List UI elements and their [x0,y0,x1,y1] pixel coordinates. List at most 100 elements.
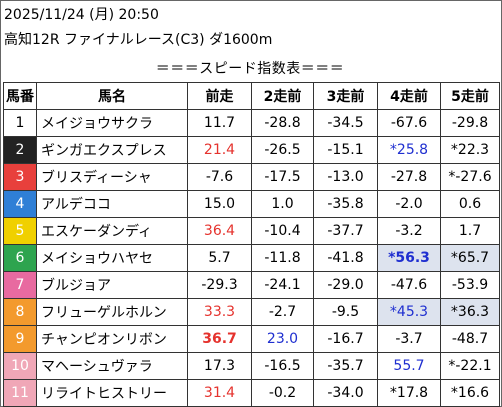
index-cell: -7.6 [187,163,252,191]
table-row: 4 アルデココ 15.0 1.0 -35.8 -2.0 0.6 [3,190,500,218]
index-cell: -47.6 [377,271,441,299]
table-row: 5 エスケーダンディ 36.4 -10.4 -37.7 -3.2 1.7 [3,217,500,245]
index-cell: *45.3 [377,298,441,326]
horse-name: ブルジョア [36,271,188,299]
index-cell: *-22.1 [440,352,500,380]
horse-number: 3 [3,163,37,191]
horse-name: マヘーシュヴァラ [36,352,188,380]
table-row: 6 メイショウハヤセ 5.7 -11.8 -41.8 *56.3 *65.7 [3,244,500,272]
index-cell: -37.7 [313,217,378,245]
index-cell: -3.7 [377,325,441,353]
table-row: 2 ギンガエクスプレス 21.4 -26.5 -15.1 *25.8 *22.3 [3,136,500,164]
race-datetime: 2025/11/24 (月) 20:50 [4,7,159,23]
col-header-horse-name: 馬名 [36,82,188,110]
horse-name: メイショウハヤセ [36,244,188,272]
table-row: 8 フリューゲルホルン 33.3 -2.7 -9.5 *45.3 *36.3 [3,298,500,326]
index-cell: -2.7 [251,298,314,326]
index-cell: -13.0 [313,163,378,191]
index-cell: 0.6 [440,190,500,218]
table-row: 3 ブリスディーシャ -7.6 -17.5 -13.0 -27.8 *-27.6 [3,163,500,191]
horse-name: リライトヒストリー [36,379,188,407]
index-cell: -41.8 [313,244,378,272]
index-cell: 23.0 [251,325,314,353]
col-header-last-race: 前走 [187,82,252,110]
col-header-2-races-ago: 2走前 [251,82,314,110]
index-cell: *25.8 [377,136,441,164]
index-cell: 36.7 [187,325,252,353]
index-cell: 36.4 [187,217,252,245]
index-cell: -3.2 [377,217,441,245]
index-cell: -9.5 [313,298,378,326]
index-cell: *65.7 [440,244,500,272]
horse-number: 4 [3,190,37,218]
index-cell: -0.2 [251,379,314,407]
index-cell: 55.7 [377,352,441,380]
horse-name: ブリスディーシャ [36,163,188,191]
horse-number: 1 [3,109,37,137]
index-cell: 33.3 [187,298,252,326]
index-cell: -17.5 [251,163,314,191]
index-cell: *-27.6 [440,163,500,191]
table-header-row: 馬番 馬名 前走 2走前 3走前 4走前 5走前 [3,82,500,110]
col-header-3-races-ago: 3走前 [313,82,378,110]
horse-name: チャンピオンリボン [36,325,188,353]
speed-index-table: 馬番 馬名 前走 2走前 3走前 4走前 5走前 1 メイジョウサクラ 11.7… [3,82,500,407]
horse-name: メイジョウサクラ [36,109,188,137]
index-cell: 31.4 [187,379,252,407]
horse-name: フリューゲルホルン [36,298,188,326]
index-cell: -34.5 [313,109,378,137]
table-row: 1 メイジョウサクラ 11.7 -28.8 -34.5 -67.6 -29.8 [3,109,500,137]
col-header-number: 馬番 [3,82,37,110]
horse-number: 7 [3,271,37,299]
index-cell: *36.3 [440,298,500,326]
horse-name: ギンガエクスプレス [36,136,188,164]
horse-number: 11 [3,379,37,407]
index-cell: 5.7 [187,244,252,272]
index-cell: -29.3 [187,271,252,299]
horse-name: エスケーダンディ [36,217,188,245]
table-row: 9 チャンピオンリボン 36.7 23.0 -16.7 -3.7 -48.7 [3,325,500,353]
index-cell: -48.7 [440,325,500,353]
index-cell: -24.1 [251,271,314,299]
horse-number: 5 [3,217,37,245]
horse-name: アルデココ [36,190,188,218]
speed-index-title: ＝＝＝スピード指数表＝＝＝ [155,61,345,77]
index-cell: -26.5 [251,136,314,164]
table-row: 7 ブルジョア -29.3 -24.1 -29.0 -47.6 -53.9 [3,271,500,299]
index-cell: -29.8 [440,109,500,137]
horse-number: 10 [3,352,37,380]
horse-number: 2 [3,136,37,164]
horse-number: 9 [3,325,37,353]
index-cell: -34.0 [313,379,378,407]
index-cell: 1.7 [440,217,500,245]
table-row: 10 マヘーシュヴァラ 17.3 -16.5 -35.7 55.7 *-22.1 [3,352,500,380]
index-cell: 15.0 [187,190,252,218]
index-cell: *16.6 [440,379,500,407]
index-cell: 21.4 [187,136,252,164]
index-cell: -2.0 [377,190,441,218]
index-cell: -16.7 [313,325,378,353]
race-title: 高知12R ファイナルレース(C3) ダ1600m [4,32,273,48]
index-cell: 17.3 [187,352,252,380]
table-row: 11 リライトヒストリー 31.4 -0.2 -34.0 *17.8 *16.6 [3,379,500,407]
horse-number: 8 [3,298,37,326]
index-cell: -16.5 [251,352,314,380]
index-cell: 1.0 [251,190,314,218]
col-header-5-races-ago: 5走前 [440,82,500,110]
index-cell: -15.1 [313,136,378,164]
index-cell: 11.7 [187,109,252,137]
index-cell: *22.3 [440,136,500,164]
index-cell: -53.9 [440,271,500,299]
index-cell: -27.8 [377,163,441,191]
index-cell: *17.8 [377,379,441,407]
index-cell: -10.4 [251,217,314,245]
index-cell: *56.3 [377,244,441,272]
index-cell: -29.0 [313,271,378,299]
index-cell: -67.6 [377,109,441,137]
index-cell: -35.7 [313,352,378,380]
index-cell: -28.8 [251,109,314,137]
index-cell: -35.8 [313,190,378,218]
index-cell: -11.8 [251,244,314,272]
col-header-4-races-ago: 4走前 [377,82,441,110]
horse-number: 6 [3,244,37,272]
